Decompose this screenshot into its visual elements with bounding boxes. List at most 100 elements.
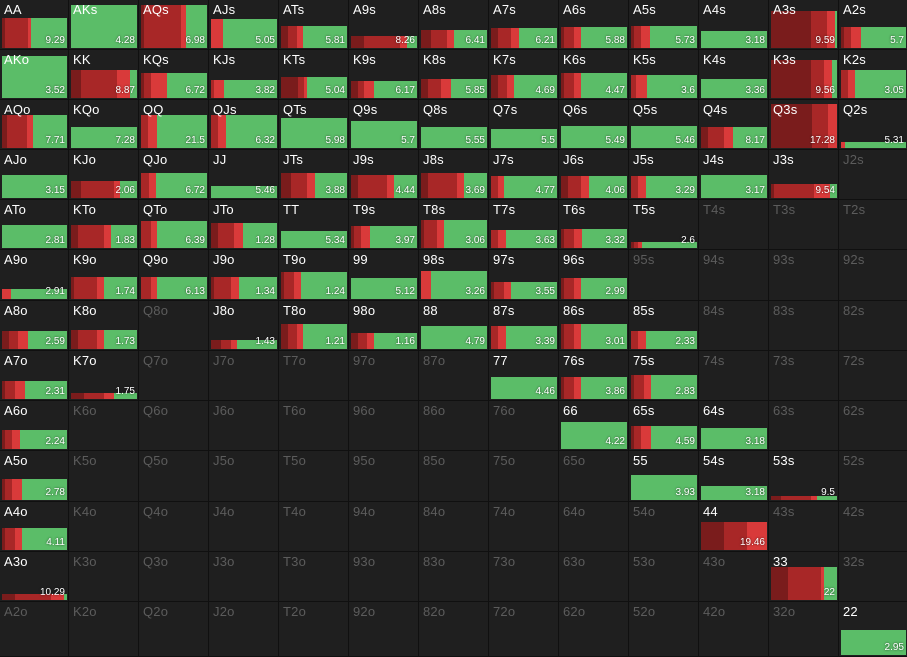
hand-cell-t6s[interactable]: T6s 3.32 (559, 200, 629, 250)
hand-cell-q8o[interactable]: Q8o (139, 301, 209, 351)
hand-cell-tt[interactable]: TT 5.34 (279, 200, 349, 250)
hand-cell-k3s[interactable]: K3s 9.56 (769, 50, 839, 100)
hand-cell-53o[interactable]: 53o (629, 552, 699, 602)
hand-cell-t3s[interactable]: T3s (769, 200, 839, 250)
hand-cell-t9o[interactable]: T9o 1.24 (279, 250, 349, 301)
hand-cell-a7o[interactable]: A7o 2.31 (0, 351, 69, 401)
hand-cell-42s[interactable]: 42s (839, 502, 907, 552)
hand-cell-94o[interactable]: 94o (349, 502, 419, 552)
hand-cell-q2s[interactable]: Q2s 5.31 (839, 100, 907, 150)
hand-cell-a2o[interactable]: A2o (0, 602, 69, 657)
hand-cell-73s[interactable]: 73s (769, 351, 839, 401)
hand-cell-k4o[interactable]: K4o (69, 502, 139, 552)
hand-cell-98s[interactable]: 98s 3.26 (419, 250, 489, 301)
hand-cell-64o[interactable]: 64o (559, 502, 629, 552)
hand-cell-kts[interactable]: KTs 5.04 (279, 50, 349, 100)
hand-cell-kjo[interactable]: KJo 2.06 (69, 150, 139, 200)
hand-cell-qq[interactable]: QQ 21.5 (139, 100, 209, 150)
hand-cell-q8s[interactable]: Q8s 5.55 (419, 100, 489, 150)
hand-cell-96o[interactable]: 96o (349, 401, 419, 451)
hand-cell-77[interactable]: 77 4.46 (489, 351, 559, 401)
hand-cell-a8s[interactable]: A8s 6.41 (419, 0, 489, 50)
hand-cell-aks[interactable]: AKs 4.28 (69, 0, 139, 50)
hand-cell-j9o[interactable]: J9o 1.34 (209, 250, 279, 301)
hand-cell-k8o[interactable]: K8o 1.73 (69, 301, 139, 351)
hand-cell-q3s[interactable]: Q3s 17.28 (769, 100, 839, 150)
hand-cell-96s[interactable]: 96s 2.99 (559, 250, 629, 301)
hand-cell-jj[interactable]: JJ 5.46 (209, 150, 279, 200)
hand-cell-j3o[interactable]: J3o (209, 552, 279, 602)
hand-cell-j5s[interactable]: J5s 3.29 (629, 150, 699, 200)
hand-cell-aqs[interactable]: AQs 6.98 (139, 0, 209, 50)
hand-cell-q6s[interactable]: Q6s 5.49 (559, 100, 629, 150)
hand-cell-j4s[interactable]: J4s 3.17 (699, 150, 769, 200)
hand-cell-j7s[interactable]: J7s 4.77 (489, 150, 559, 200)
hand-cell-q9o[interactable]: Q9o 6.13 (139, 250, 209, 301)
hand-cell-52s[interactable]: 52s (839, 451, 907, 502)
hand-cell-86s[interactable]: 86s 3.01 (559, 301, 629, 351)
hand-cell-t5o[interactable]: T5o (279, 451, 349, 502)
hand-cell-q2o[interactable]: Q2o (139, 602, 209, 657)
hand-cell-t2s[interactable]: T2s (839, 200, 907, 250)
hand-cell-32o[interactable]: 32o (769, 602, 839, 657)
hand-cell-t7s[interactable]: T7s 3.63 (489, 200, 559, 250)
hand-cell-j7o[interactable]: J7o (209, 351, 279, 401)
hand-cell-64s[interactable]: 64s 3.18 (699, 401, 769, 451)
hand-cell-ato[interactable]: ATo 2.81 (0, 200, 69, 250)
hand-cell-97o[interactable]: 97o (349, 351, 419, 401)
hand-cell-k7s[interactable]: K7s 4.69 (489, 50, 559, 100)
hand-cell-a7s[interactable]: A7s 6.21 (489, 0, 559, 50)
hand-cell-k6o[interactable]: K6o (69, 401, 139, 451)
hand-cell-j3s[interactable]: J3s 9.54 (769, 150, 839, 200)
hand-cell-ajs[interactable]: AJs 5.05 (209, 0, 279, 50)
hand-cell-j2o[interactable]: J2o (209, 602, 279, 657)
hand-cell-84s[interactable]: 84s (699, 301, 769, 351)
hand-cell-q7o[interactable]: Q7o (139, 351, 209, 401)
hand-cell-t4s[interactable]: T4s (699, 200, 769, 250)
hand-cell-a8o[interactable]: A8o 2.59 (0, 301, 69, 351)
hand-cell-kqo[interactable]: KQo 7.28 (69, 100, 139, 150)
hand-cell-75s[interactable]: 75s 2.83 (629, 351, 699, 401)
hand-cell-94s[interactable]: 94s (699, 250, 769, 301)
hand-cell-55[interactable]: 55 3.93 (629, 451, 699, 502)
hand-cell-k4s[interactable]: K4s 3.36 (699, 50, 769, 100)
hand-cell-92o[interactable]: 92o (349, 602, 419, 657)
hand-cell-86o[interactable]: 86o (419, 401, 489, 451)
hand-cell-97s[interactable]: 97s 3.55 (489, 250, 559, 301)
hand-cell-a5s[interactable]: A5s 5.73 (629, 0, 699, 50)
hand-cell-a5o[interactable]: A5o 2.78 (0, 451, 69, 502)
hand-cell-54s[interactable]: 54s 3.18 (699, 451, 769, 502)
hand-cell-q4s[interactable]: Q4s 8.17 (699, 100, 769, 150)
hand-cell-63s[interactable]: 63s (769, 401, 839, 451)
hand-cell-qjs[interactable]: QJs 6.32 (209, 100, 279, 150)
hand-cell-t8s[interactable]: T8s 3.06 (419, 200, 489, 250)
hand-cell-t7o[interactable]: T7o (279, 351, 349, 401)
hand-cell-a3s[interactable]: A3s 9.59 (769, 0, 839, 50)
hand-cell-k9s[interactable]: K9s 6.17 (349, 50, 419, 100)
hand-cell-42o[interactable]: 42o (699, 602, 769, 657)
hand-cell-qto[interactable]: QTo 6.39 (139, 200, 209, 250)
hand-cell-j8s[interactable]: J8s 3.69 (419, 150, 489, 200)
hand-cell-99[interactable]: 99 5.12 (349, 250, 419, 301)
hand-cell-22[interactable]: 22 2.95 (839, 602, 907, 657)
hand-cell-44[interactable]: 44 19.46 (699, 502, 769, 552)
hand-cell-85s[interactable]: 85s 2.33 (629, 301, 699, 351)
hand-cell-j5o[interactable]: J5o (209, 451, 279, 502)
hand-cell-jts[interactable]: JTs 3.88 (279, 150, 349, 200)
hand-cell-43o[interactable]: 43o (699, 552, 769, 602)
hand-cell-52o[interactable]: 52o (629, 602, 699, 657)
hand-cell-k3o[interactable]: K3o (69, 552, 139, 602)
hand-cell-72o[interactable]: 72o (489, 602, 559, 657)
hand-cell-62s[interactable]: 62s (839, 401, 907, 451)
hand-cell-k2s[interactable]: K2s 3.05 (839, 50, 907, 100)
hand-cell-k5s[interactable]: K5s 3.6 (629, 50, 699, 100)
hand-cell-q7s[interactable]: Q7s 5.5 (489, 100, 559, 150)
hand-cell-66[interactable]: 66 4.22 (559, 401, 629, 451)
hand-cell-a9o[interactable]: A9o 2.91 (0, 250, 69, 301)
hand-cell-62o[interactable]: 62o (559, 602, 629, 657)
hand-cell-84o[interactable]: 84o (419, 502, 489, 552)
hand-cell-t9s[interactable]: T9s 3.97 (349, 200, 419, 250)
hand-cell-63o[interactable]: 63o (559, 552, 629, 602)
hand-cell-t2o[interactable]: T2o (279, 602, 349, 657)
hand-cell-t3o[interactable]: T3o (279, 552, 349, 602)
